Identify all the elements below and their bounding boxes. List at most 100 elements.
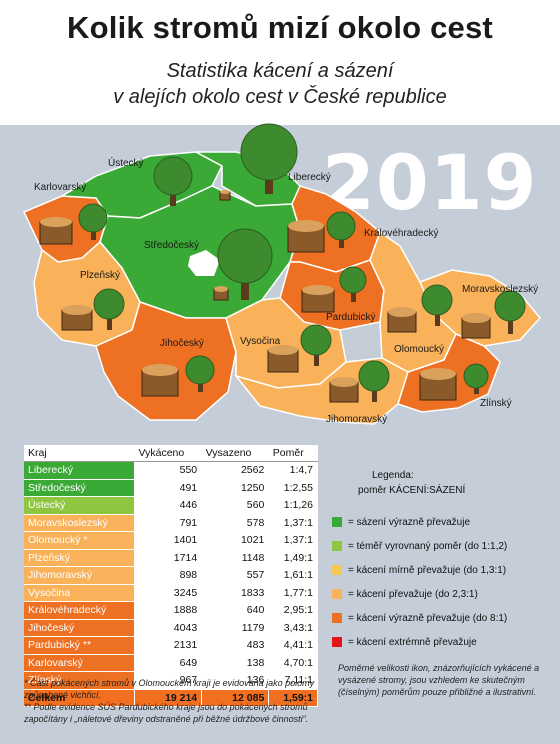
table-row: Ústecký 446 560 1:1,26 — [24, 496, 318, 515]
header-vykaceno: Vykáceno — [134, 445, 202, 462]
cell-pomer: 1,37:1 — [268, 531, 318, 550]
cell-vykaceno: 967 — [134, 671, 203, 690]
cell-kraj: Jihočeský — [24, 619, 136, 637]
legend-label: = kácení extrémně převažuje — [348, 636, 477, 648]
cell-vykaceno: 1888 — [134, 601, 203, 620]
praha — [188, 250, 220, 276]
subtitle-line-1: Statistika kácení a sázení — [166, 60, 394, 82]
tree-icon — [494, 290, 526, 334]
label-olomoucky: Olomoucký — [394, 344, 445, 355]
table-row: Jihočeský 4043 1179 3,43:1 — [24, 619, 318, 637]
cell-vysazeno: 2562 — [201, 461, 270, 480]
tree-icon — [93, 288, 125, 330]
table-header-row: Kraj Vykáceno Vysazeno Poměr — [24, 445, 318, 462]
table-row: Moravskoslezský 791 578 1,37:1 — [24, 514, 318, 532]
cell-pomer: 1,77:1 — [268, 584, 318, 602]
legend-label: = kácení mírně převažuje (do 1,3:1) — [348, 564, 507, 576]
cell-kraj: Plzeňský — [24, 549, 136, 567]
cell-kraj: Ústecký — [24, 496, 136, 515]
cell-pomer: 1:2,55 — [268, 479, 318, 497]
cell-vysazeno: 1021 — [201, 531, 270, 550]
tree-icon — [300, 324, 332, 366]
cell-vysazeno: 578 — [201, 514, 270, 532]
cell-pomer: 1:4,7 — [268, 461, 318, 480]
stump-icon — [461, 313, 491, 339]
page-subtitle: Statistika kácení a sázení v alejích oko… — [0, 58, 560, 110]
legend-swatch — [332, 565, 342, 575]
stump-icon — [287, 220, 325, 253]
total-pomer: 1,59:1 — [268, 689, 318, 707]
legend-item: = kácení extrémně převažuje — [332, 630, 552, 654]
cell-vysazeno: 640 — [201, 601, 270, 620]
legend-item: = téměř vyrovnaný poměr (do 1:1,2) — [332, 534, 552, 558]
table-row: Jihomoravský 898 557 1,61:1 — [24, 566, 318, 585]
cell-vykaceno: 649 — [134, 654, 203, 672]
table-row: Karlovarský 649 138 4,70:1 — [24, 654, 318, 672]
tree-icon — [217, 228, 273, 300]
cell-vysazeno: 560 — [201, 496, 270, 515]
stump-icon — [219, 190, 231, 201]
tree-icon — [358, 360, 390, 402]
label-stredocesky: Středočeský — [144, 240, 200, 251]
cell-kraj: Liberecký — [24, 461, 136, 480]
legend-swatch — [332, 541, 342, 551]
cell-vykaceno: 1401 — [134, 531, 203, 550]
stump-icon — [267, 345, 299, 373]
cell-pomer: 1:1,26 — [268, 496, 318, 515]
legend-swatch — [332, 589, 342, 599]
data-table: Kraj Vykáceno Vysazeno Poměr Liberecký 55… — [24, 445, 318, 707]
label-kralovehradecky: Královéhradecký — [364, 228, 439, 239]
cell-pomer: 2,95:1 — [268, 601, 318, 620]
legend-label: = kácení převažuje (do 2,3:1) — [348, 588, 478, 600]
cell-kraj: Moravskoslezský — [24, 514, 136, 532]
table-row: Olomoucký * 1401 1021 1,37:1 — [24, 531, 318, 550]
cell-vysazeno: 1148 — [201, 549, 270, 567]
tree-icon — [185, 355, 215, 392]
cell-vykaceno: 2131 — [134, 636, 203, 655]
label-ustecky: Ústecký — [108, 158, 144, 169]
cell-vykaceno: 1714 — [134, 549, 203, 567]
table-row: Zlínský 967 136 7,11:1 — [24, 671, 318, 690]
cell-kraj: Zlínský — [24, 671, 136, 690]
legend-swatch — [332, 517, 342, 527]
legend-label: = sázení výrazně převažuje — [348, 516, 471, 528]
table-row: Plzeňský 1714 1148 1,49:1 — [24, 549, 318, 567]
cell-kraj: Středočeský — [24, 479, 136, 497]
legend: Legenda: poměr KÁCENÍ:SÁZENÍ = sázení vý… — [332, 470, 552, 654]
cell-vysazeno: 483 — [201, 636, 270, 655]
tree-icon — [153, 156, 193, 206]
total-vysazeno: 12 085 — [201, 689, 270, 707]
cell-vysazeno: 136 — [201, 671, 270, 690]
cell-pomer: 3,43:1 — [268, 619, 318, 637]
stump-icon — [387, 307, 417, 333]
label-karlovarsky: Karlovarský — [34, 182, 87, 193]
cell-vysazeno: 1179 — [201, 619, 270, 637]
table-row: Liberecký 550 2562 1:4,7 — [24, 461, 318, 480]
cell-vykaceno: 898 — [134, 566, 203, 585]
legend-heading: poměr KÁCENÍ:SÁZENÍ — [358, 485, 466, 496]
legend-item: = kácení mírně převažuje (do 1,3:1) — [332, 558, 552, 582]
legend-label: = kácení výrazně převažuje (do 8:1) — [348, 612, 508, 624]
total-kraj: Celkem — [24, 689, 136, 707]
cell-vysazeno: 138 — [201, 654, 270, 672]
cell-pomer: 1,49:1 — [268, 549, 318, 567]
label-vysocina: Vysočina — [240, 336, 281, 347]
cell-vykaceno: 446 — [134, 496, 203, 515]
label-jihocesky: Jihočeský — [160, 338, 204, 349]
legend-item: = sázení výrazně převažuje — [332, 510, 552, 534]
stump-icon — [61, 305, 93, 331]
tree-icon — [463, 363, 489, 394]
cell-vysazeno: 557 — [201, 566, 270, 585]
legend-swatch — [332, 613, 342, 623]
legend-item: = kácení výrazně převažuje (do 8:1) — [332, 606, 552, 630]
cell-vykaceno: 550 — [134, 461, 203, 480]
label-plzensky: Plzeňský — [80, 270, 121, 281]
label-jihomoravsky: Jihomoravský — [326, 414, 388, 425]
tree-icon — [240, 123, 298, 194]
cell-kraj: Olomoucký * — [24, 531, 136, 550]
cell-vykaceno: 3245 — [134, 584, 203, 602]
header-vysazeno: Vysazeno — [201, 445, 269, 462]
cell-vysazeno: 1250 — [201, 479, 270, 497]
table-row: Královéhradecký 1888 640 2,95:1 — [24, 601, 318, 620]
